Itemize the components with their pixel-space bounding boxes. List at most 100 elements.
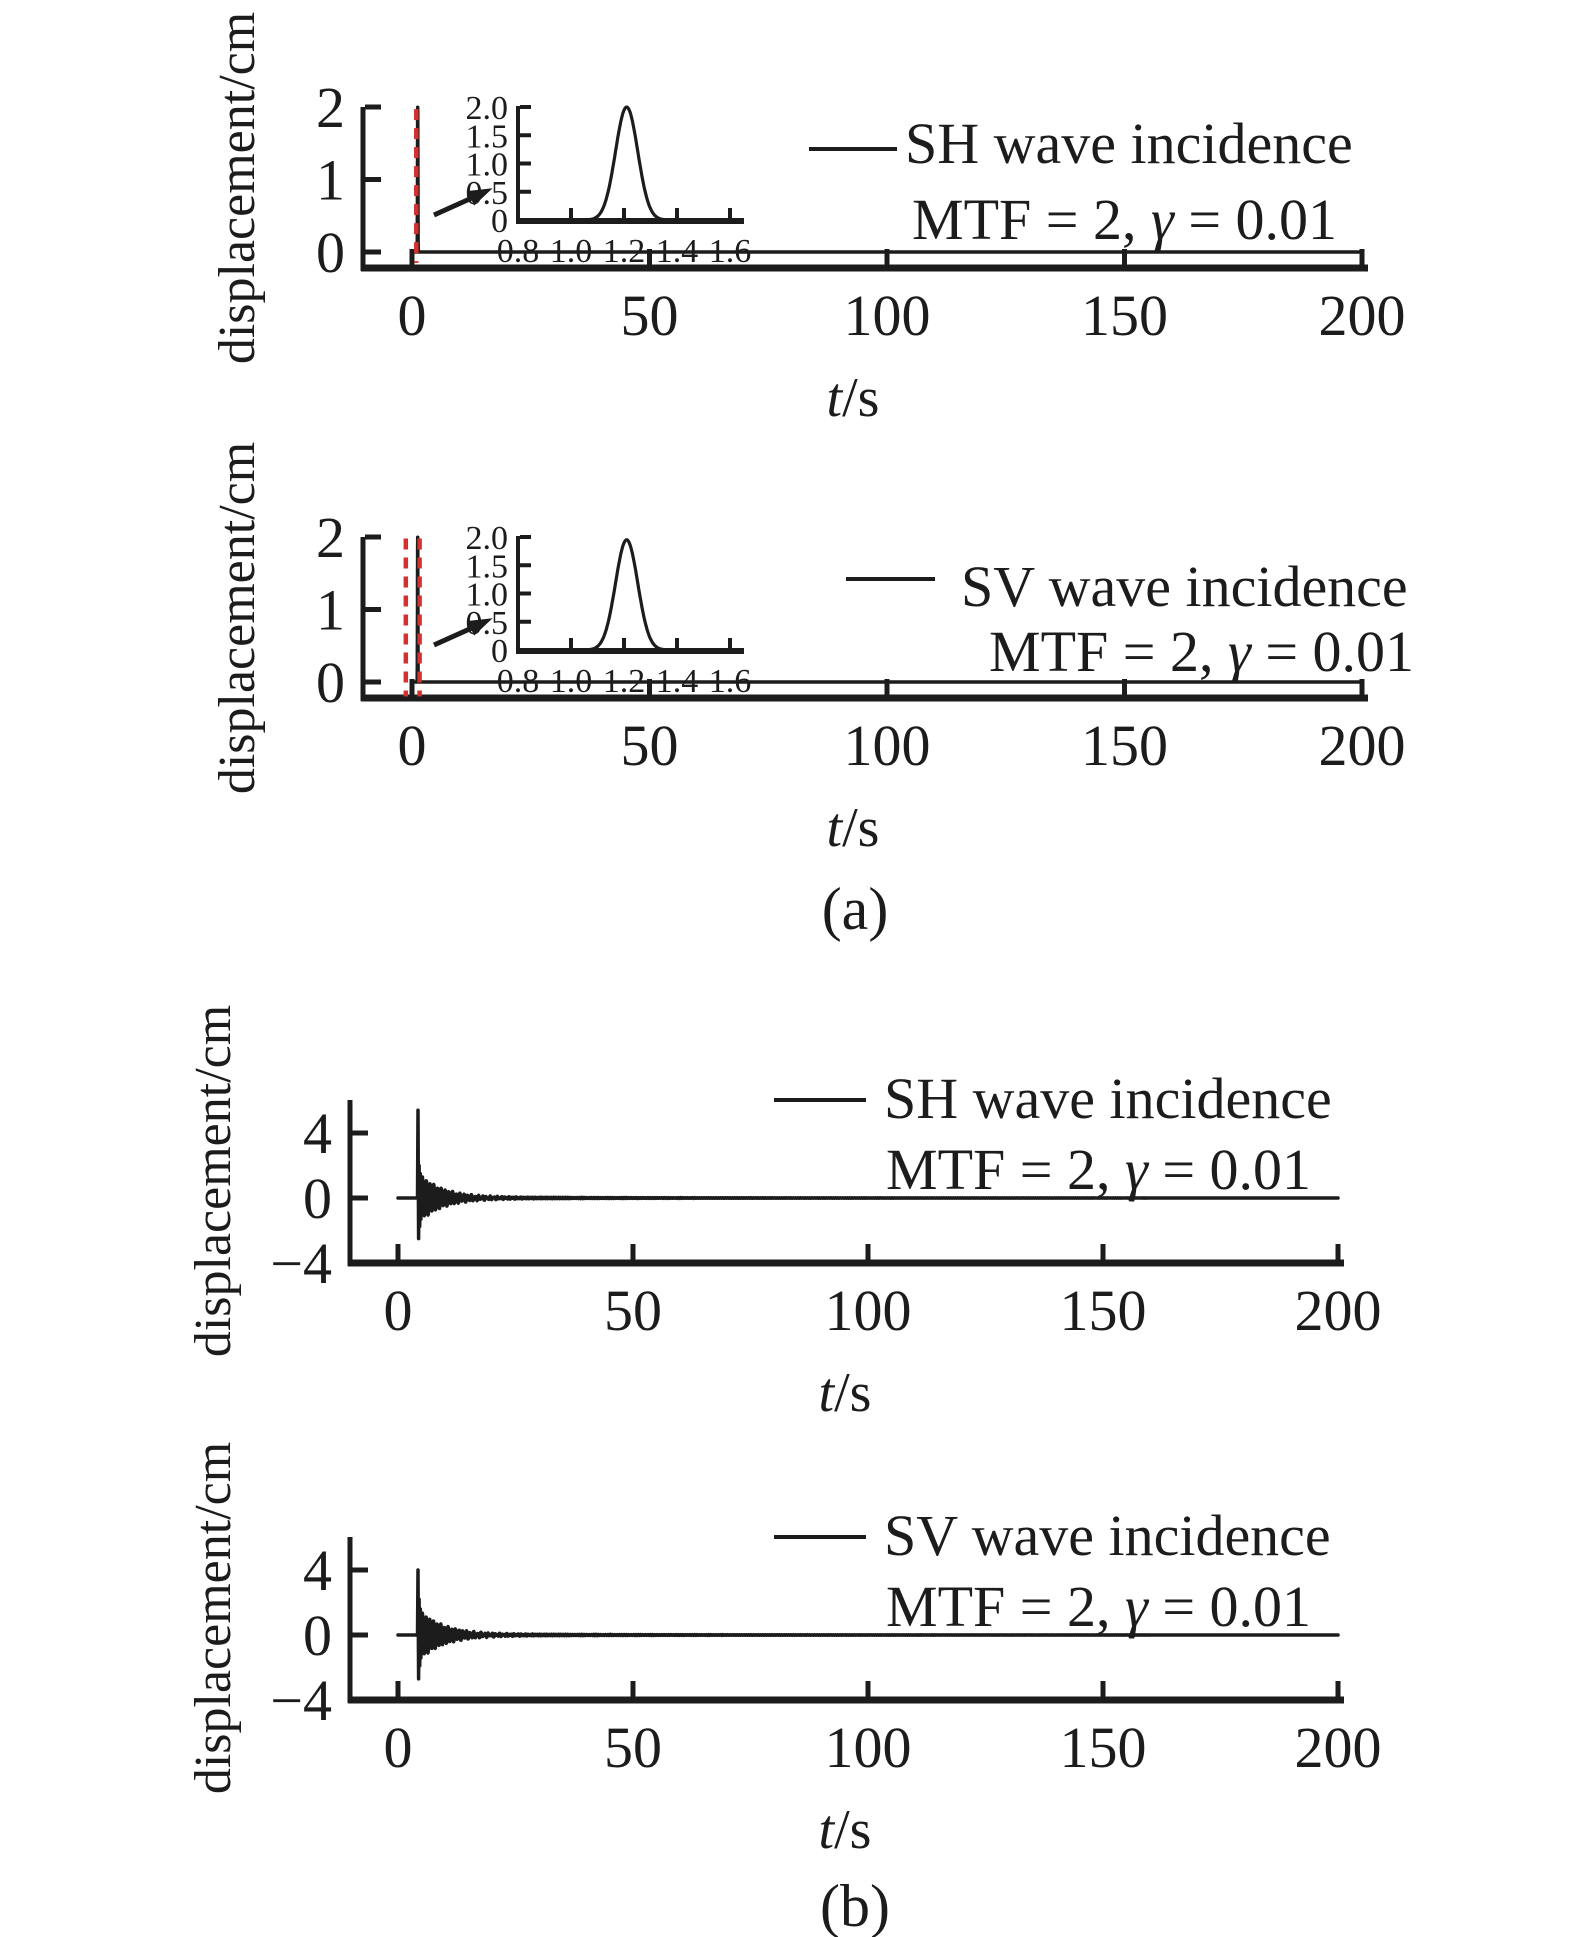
inset-data-curve — [516, 105, 744, 222]
inset-y-tick-label: 1.5 — [466, 548, 509, 585]
inset-x-tick-label: 0.8 — [497, 663, 540, 700]
legend-params-text: = 0.01 — [1148, 1137, 1311, 1202]
panel-label-b: (b) — [820, 1873, 890, 1937]
legend-params-text: MTF = 2, — [912, 187, 1151, 252]
y-tick-label: 2 — [316, 75, 345, 140]
subplot-a-sv-wave: 0501001502000120.81.01.21.41.600.51.01.5… — [209, 442, 1414, 859]
x-tick-label: 50 — [604, 1278, 662, 1343]
x-tick-label: 100 — [844, 713, 931, 778]
x-axis-label-symbol: t — [819, 1799, 836, 1861]
x-axis-label-unit: /s — [842, 367, 879, 429]
x-tick-label: 0 — [398, 283, 427, 348]
legend-params-text: = 0.01 — [1148, 1574, 1311, 1639]
legend-series-label: SH wave incidence — [905, 111, 1353, 176]
y-tick-label: −4 — [270, 1231, 332, 1296]
inset-x-tick-label: 1.2 — [603, 233, 646, 270]
inset-y-tick-label: 0 — [491, 633, 508, 670]
legend-params-label: MTF = 2, γ = 0.01 — [912, 187, 1337, 252]
legend-series-label: SV wave incidence — [884, 1503, 1331, 1568]
y-tick-label: 1 — [316, 148, 345, 213]
x-tick-label: 0 — [384, 1278, 413, 1343]
inset-x-tick-label: 1.4 — [656, 233, 699, 270]
y-tick-label: 0 — [303, 1166, 332, 1231]
inset-x-tick-label: 0.8 — [497, 233, 540, 270]
inset-plot: 0.81.01.21.41.600.51.01.52.0 — [466, 520, 752, 700]
x-axis-label: t/s — [819, 1799, 872, 1861]
x-tick-label: 100 — [844, 283, 931, 348]
inset-y-tick-label: 2.0 — [466, 520, 509, 557]
subplot-b-sh-axes-and-data: 0 50 100 150 200−404 — [270, 1098, 1382, 1343]
y-axis-label: displacement/cm — [209, 442, 266, 794]
x-tick-label: 0 — [398, 713, 427, 778]
x-axis-label-symbol: t — [827, 367, 844, 429]
x-axis-label-unit: /s — [834, 1362, 871, 1424]
legend-params-text: γ — [1228, 619, 1253, 684]
x-tick-label: 200 — [1295, 1278, 1382, 1343]
legend-params-text: MTF = 2, — [886, 1137, 1125, 1202]
arrow-head — [467, 618, 493, 636]
legend-params-label: MTF = 2, γ = 0.01 — [886, 1574, 1311, 1639]
x-tick-label: 150 — [1081, 283, 1168, 348]
subplot-a-sv-axes-and-data: 0501001502000120.81.01.21.41.600.51.01.5… — [316, 505, 1406, 778]
data-curve — [396, 1568, 1340, 1681]
x-tick-label: 200 — [1319, 283, 1406, 348]
legend-params-text: = 0.01 — [1174, 187, 1337, 252]
x-tick-label: 100 — [825, 1278, 912, 1343]
legend-params-text: MTF = 2, — [886, 1574, 1125, 1639]
y-tick-label: 0 — [316, 650, 345, 715]
x-tick-label: 50 — [604, 1715, 662, 1780]
legend-params-label: MTF = 2, γ = 0.01 — [886, 1137, 1311, 1202]
y-tick-label: 0 — [316, 220, 345, 285]
x-tick-label: 100 — [825, 1715, 912, 1780]
x-tick-label: 0 — [384, 1715, 413, 1780]
legend-params-text: = 0.01 — [1251, 619, 1414, 684]
inset-data-curve — [516, 538, 744, 652]
subplot-b-sv-wave: 0 50 100 150 200−404 displacement/cm t/s SV … — [185, 1442, 1382, 1861]
legend-params-text: γ — [1125, 1574, 1150, 1639]
subplot-b-sv-axes-and-data: 0 50 100 150 200−404 — [270, 1535, 1382, 1780]
y-tick-label: 4 — [303, 1538, 332, 1603]
panel-label-a: (a) — [822, 876, 889, 942]
y-axis-label: displacement/cm — [185, 1005, 242, 1357]
inset-x-tick-label: 1.0 — [550, 233, 593, 270]
x-tick-label: 50 — [621, 283, 679, 348]
legend-params-text: γ — [1125, 1137, 1150, 1202]
x-tick-label: 50 — [621, 713, 679, 778]
legend-series-label: SH wave incidence — [884, 1066, 1332, 1131]
subplot-b-sh-wave: 0 50 100 150 200−404 displacement/cm t/s SH … — [185, 1005, 1382, 1424]
inset-x-tick-label: 1.6 — [709, 233, 752, 270]
inset-x-tick-label: 1.6 — [709, 663, 752, 700]
inset-y-tick-label: 1.0 — [466, 147, 509, 184]
y-tick-label: 0 — [303, 1603, 332, 1668]
subplot-a-sh-axes-and-data: 0501001502000120.81.01.21.41.600.51.01.5… — [316, 75, 1406, 348]
y-axis-label: displacement/cm — [185, 1442, 242, 1794]
x-axis-label-unit: /s — [842, 797, 879, 859]
x-tick-label: 200 — [1295, 1715, 1382, 1780]
legend-series-label: SV wave incidence — [961, 554, 1408, 619]
y-tick-label: 4 — [303, 1101, 332, 1166]
y-axis-label: displacement/cm — [209, 12, 266, 364]
x-tick-label: 200 — [1319, 713, 1406, 778]
inset-x-tick-label: 1.2 — [603, 663, 646, 700]
legend-params-text: γ — [1151, 187, 1176, 252]
x-axis-label: t/s — [819, 1362, 872, 1424]
x-axis-label-symbol: t — [827, 797, 844, 859]
x-axis-label-unit: /s — [834, 1799, 871, 1861]
x-tick-label: 150 — [1060, 1278, 1147, 1343]
legend-params-text: MTF = 2, — [989, 619, 1228, 684]
y-tick-label: 2 — [316, 505, 345, 570]
x-axis-label: t/s — [827, 367, 880, 429]
arrow-head — [467, 188, 493, 206]
inset-y-tick-label: 0 — [491, 203, 508, 240]
subplot-a-sh-wave: 0501001502000120.81.01.21.41.600.51.01.5… — [209, 12, 1406, 429]
x-axis-label: t/s — [827, 797, 880, 859]
legend-params-label: MTF = 2, γ = 0.01 — [989, 619, 1414, 684]
data-curve — [396, 1108, 1340, 1241]
inset-x-tick-label: 1.0 — [550, 663, 593, 700]
x-tick-label: 150 — [1060, 1715, 1147, 1780]
inset-y-tick-label: 2.0 — [466, 90, 509, 127]
y-tick-label: −4 — [270, 1668, 332, 1733]
x-axis-label-symbol: t — [819, 1362, 836, 1424]
